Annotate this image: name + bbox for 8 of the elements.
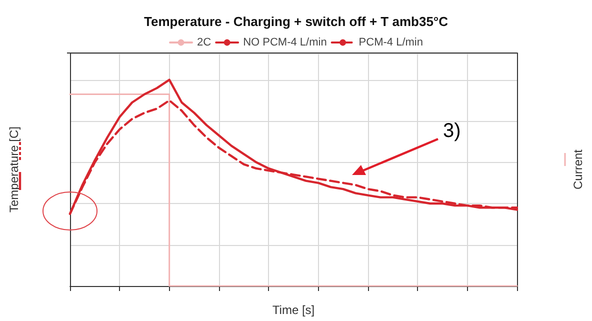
annotation: 3) bbox=[443, 120, 461, 143]
y2-axis-title: Current bbox=[571, 148, 585, 190]
chart-title: Temperature - Charging + switch off + T amb35°C bbox=[144, 14, 449, 29]
legend-label: NO PCM-4 L/min bbox=[243, 36, 327, 48]
legend-label: PCM-4 L/min bbox=[358, 36, 423, 48]
y-axis-title: Temperature [C] bbox=[7, 126, 21, 213]
legend-label: 2C bbox=[197, 36, 212, 48]
x-axis-title: Time [s] bbox=[272, 303, 315, 317]
